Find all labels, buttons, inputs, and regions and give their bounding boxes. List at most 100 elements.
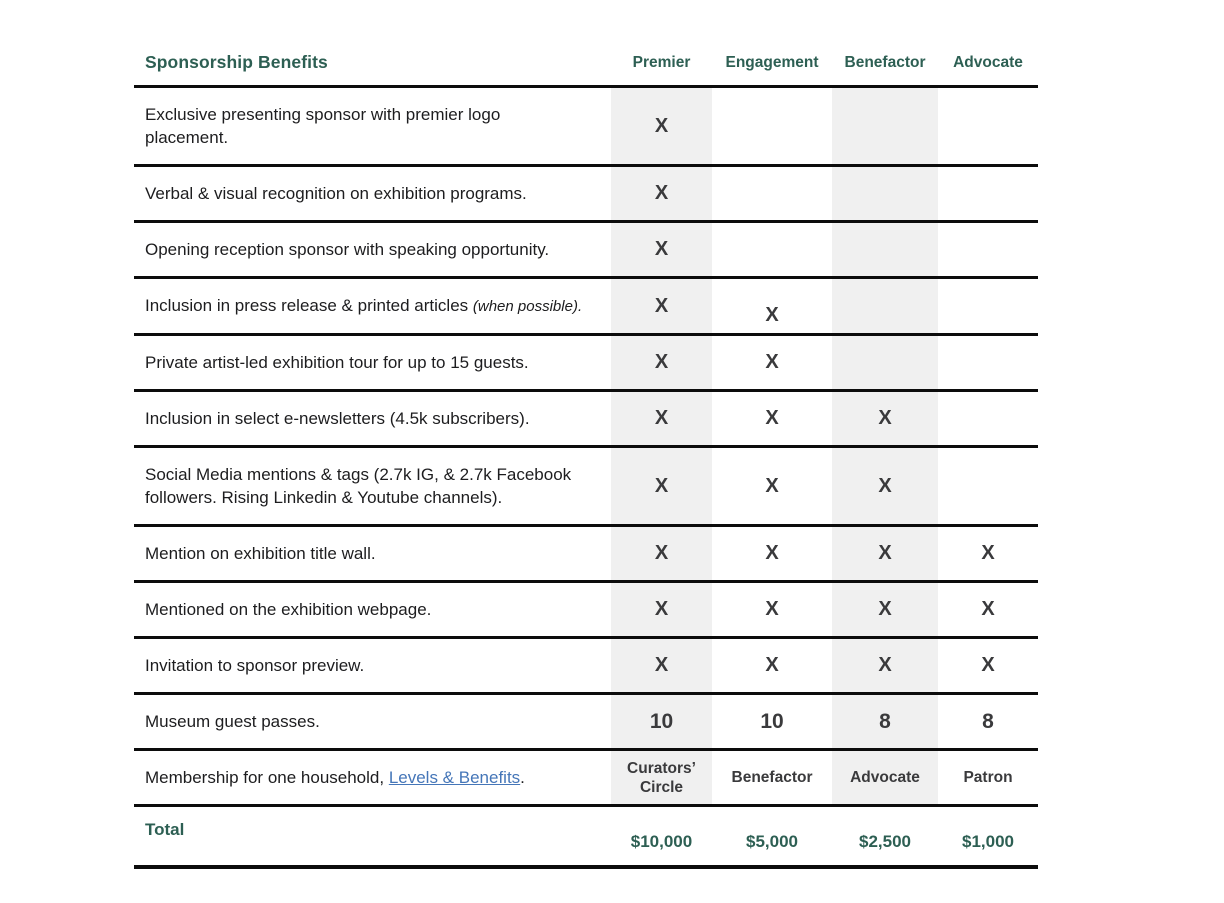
x-mark: X <box>878 407 892 429</box>
x-mark: X <box>981 598 995 620</box>
cell-benefactor <box>832 279 938 333</box>
cell-benefactor: X <box>832 392 938 445</box>
cell-benefactor <box>832 223 938 276</box>
pass-count: 8 <box>982 709 994 733</box>
x-mark: X <box>654 351 669 373</box>
table-row: Private artist-led exhibition tour for u… <box>134 336 1038 392</box>
x-mark: X <box>765 598 779 620</box>
cell-premier: X <box>611 223 712 276</box>
cell-advocate: Patron <box>938 751 1038 804</box>
cell-premier: X <box>611 639 712 692</box>
table-row: Mentioned on the exhibition webpage. X X… <box>134 583 1038 639</box>
x-mark: X <box>765 654 779 676</box>
cell-premier: X <box>611 279 712 333</box>
benefit-text: Inclusion in press release & printed art… <box>145 296 473 315</box>
x-mark: X <box>654 407 669 429</box>
total-row: Total $10,000 $5,000 $2,500 $1,000 <box>134 807 1038 869</box>
column-header-benefactor: Benefactor <box>844 53 926 71</box>
x-mark: X <box>878 598 892 620</box>
cell-engagement: X <box>712 583 832 636</box>
column-header-premier: Premier <box>632 53 691 71</box>
cell-engagement: 10 <box>712 695 832 748</box>
cell-advocate <box>938 223 1038 276</box>
x-mark: X <box>765 407 779 429</box>
membership-level: Benefactor <box>731 769 813 786</box>
benefit-text: Private artist-led exhibition tour for u… <box>145 353 529 372</box>
x-mark: X <box>765 542 779 564</box>
x-mark: X <box>765 303 779 326</box>
benefit-text: Museum guest passes. <box>145 712 320 731</box>
cell-premier: X <box>611 583 712 636</box>
membership-level: Curators’ Circle <box>627 759 696 796</box>
x-mark: X <box>878 542 892 564</box>
cell-premier: X <box>611 527 712 580</box>
cell-benefactor: X <box>832 583 938 636</box>
x-mark: X <box>654 542 669 564</box>
membership-level: Advocate <box>850 769 920 786</box>
table-body: Exclusive presenting sponsor with premie… <box>134 88 1038 807</box>
total-value: $10,000 <box>630 832 693 851</box>
table-row: Mention on exhibition title wall. X X X … <box>134 527 1038 583</box>
pass-count: 10 <box>760 709 784 733</box>
levels-benefits-link[interactable]: Levels & Benefits <box>388 768 521 787</box>
cell-premier: X <box>611 88 712 164</box>
column-header-engagement: Engagement <box>725 53 819 71</box>
x-mark: X <box>654 294 669 317</box>
cell-benefactor <box>832 336 938 389</box>
cell-advocate: 8 <box>938 695 1038 748</box>
benefit-label: Exclusive presenting sponsor with premie… <box>134 88 611 164</box>
cell-premier: 10 <box>611 695 712 748</box>
pass-count: 8 <box>879 709 891 733</box>
table-row: Membership for one household, Levels & B… <box>134 751 1038 807</box>
benefit-text-italic: (when possible). <box>472 298 583 315</box>
x-mark: X <box>654 474 669 497</box>
cell-advocate <box>938 336 1038 389</box>
table-row: Invitation to sponsor preview. X X X X <box>134 639 1038 695</box>
cell-advocate <box>938 279 1038 333</box>
table-row: Inclusion in select e-newsletters (4.5k … <box>134 392 1038 448</box>
pass-count: 10 <box>649 709 674 733</box>
cell-advocate <box>938 448 1038 524</box>
x-mark: X <box>878 654 892 676</box>
cell-premier: X <box>611 448 712 524</box>
benefit-label: Mentioned on the exhibition webpage. <box>134 583 611 636</box>
membership-level: Patron <box>963 769 1013 786</box>
x-mark: X <box>765 351 779 373</box>
x-mark: X <box>654 238 669 260</box>
total-value: $5,000 <box>746 832 798 851</box>
cell-benefactor: 8 <box>832 695 938 748</box>
cell-engagement: X <box>712 527 832 580</box>
cell-advocate <box>938 167 1038 220</box>
cell-benefactor <box>832 88 938 164</box>
cell-engagement: Benefactor <box>712 751 832 804</box>
cell-premier: X <box>611 336 712 389</box>
cell-engagement: X <box>712 392 832 445</box>
cell-advocate: X <box>938 527 1038 580</box>
x-mark: X <box>765 474 779 497</box>
benefit-label: Invitation to sponsor preview. <box>134 639 611 692</box>
table-row: Social Media mentions & tags (2.7k IG, &… <box>134 448 1038 527</box>
benefit-label: Membership for one household, Levels & B… <box>134 751 611 804</box>
x-mark: X <box>878 474 892 497</box>
table-row: Opening reception sponsor with speaking … <box>134 223 1038 279</box>
cell-benefactor: X <box>832 448 938 524</box>
x-mark: X <box>981 654 995 676</box>
cell-engagement <box>712 88 832 164</box>
table-row: Museum guest passes. 10 10 8 8 <box>134 695 1038 751</box>
x-mark: X <box>654 654 669 676</box>
cell-engagement: X <box>712 639 832 692</box>
total-value: $1,000 <box>962 832 1014 851</box>
x-mark: X <box>654 182 669 204</box>
cell-advocate: X <box>938 583 1038 636</box>
cell-engagement: X <box>712 336 832 389</box>
benefit-label: Social Media mentions & tags (2.7k IG, &… <box>134 448 611 524</box>
cell-benefactor: Advocate <box>832 751 938 804</box>
benefit-label: Private artist-led exhibition tour for u… <box>134 336 611 389</box>
benefit-text: Mentioned on the exhibition webpage. <box>145 600 432 619</box>
x-mark: X <box>981 542 995 564</box>
benefit-label: Inclusion in press release & printed art… <box>134 279 611 333</box>
table-header-row: Sponsorship Benefits Premier Engagement Be… <box>134 40 1038 88</box>
benefit-label: Verbal & visual recognition on exhibitio… <box>134 167 611 220</box>
table-row: Verbal & visual recognition on exhibitio… <box>134 167 1038 223</box>
cell-engagement <box>712 223 832 276</box>
